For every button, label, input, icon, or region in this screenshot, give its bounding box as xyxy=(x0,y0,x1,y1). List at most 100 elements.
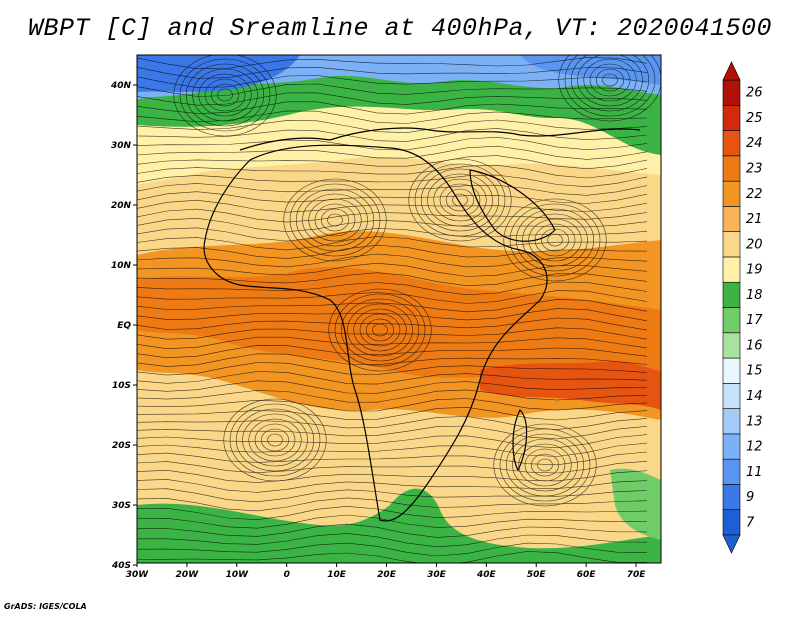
streamline xyxy=(137,244,648,259)
vortex-streamline xyxy=(248,418,302,462)
streamline xyxy=(137,290,648,304)
lat-tick-label: 20N xyxy=(111,201,132,211)
streamline xyxy=(137,469,648,483)
cold-core-northeast xyxy=(520,55,661,85)
vortex-streamline xyxy=(185,63,265,127)
vortex-streamline xyxy=(522,213,588,267)
colorbar-bottom-arrow xyxy=(722,534,741,554)
lon-tick-label: 60E xyxy=(577,570,597,580)
colorbar-segment xyxy=(722,357,741,384)
streamline xyxy=(137,523,648,538)
vortex-streamline xyxy=(589,63,631,97)
vortex-streamline xyxy=(452,193,468,207)
colorbar-level-label: 22 xyxy=(746,187,763,202)
lat-tick-label: 30N xyxy=(111,141,132,151)
lat-tick-label: 20S xyxy=(112,441,131,451)
lat-tick-label: EQ xyxy=(117,321,131,331)
map-ticks: 30W 20W 10W 0 10E 20E 30E 40E 50E 60E 70E 40N 30N 20N… xyxy=(110,81,646,580)
vortex-streamline xyxy=(433,178,487,222)
vortex-streamline xyxy=(570,55,650,112)
lon-tick-label: 50E xyxy=(527,570,547,580)
streamline xyxy=(137,299,648,313)
vortex-streamline xyxy=(229,403,321,477)
vortex-streamline xyxy=(210,83,240,107)
africa-outline xyxy=(203,144,548,522)
vortex-streamline xyxy=(347,303,413,357)
vortex-streamline xyxy=(320,208,350,232)
streamline xyxy=(137,145,648,160)
peak-core-south-east xyxy=(480,361,661,410)
vortex-streamline xyxy=(198,73,252,117)
lon-tick-label: 20W xyxy=(176,570,200,580)
vortex-streamline xyxy=(503,198,607,282)
vortex-streamline xyxy=(445,188,475,212)
vortex-streamline xyxy=(427,173,493,227)
streamline xyxy=(137,345,648,359)
streamline xyxy=(137,317,648,331)
streamline xyxy=(137,136,648,151)
vortex-streamline xyxy=(173,55,277,137)
vortex-streamline xyxy=(204,78,246,112)
streamline xyxy=(137,442,648,457)
streamline xyxy=(137,164,648,179)
colorbar-segment xyxy=(722,408,741,435)
vortex-streamline xyxy=(595,68,625,92)
streamline xyxy=(137,253,648,268)
vortex-streamline xyxy=(505,433,585,497)
streamline xyxy=(137,406,648,421)
colorbar-segment xyxy=(722,130,741,157)
vortex-streamline xyxy=(334,293,426,367)
vortex-streamline xyxy=(223,398,327,482)
vortex-streamline xyxy=(179,58,271,132)
colorbar-segment xyxy=(722,509,741,536)
vortex-streamline xyxy=(260,428,290,452)
colorbar: 7 9 11 12 13 14 15 16 17 18 19 20 21 22 23 24 25 26 xyxy=(722,61,763,554)
lon-tick-label: 10W xyxy=(226,570,250,580)
streamline xyxy=(137,398,648,412)
vortex-streamline xyxy=(372,323,388,337)
vortex-streamline xyxy=(509,203,601,277)
streamline xyxy=(137,551,648,563)
colorbar-top-arrow xyxy=(722,61,741,81)
colorbar-segment xyxy=(722,383,741,409)
vortex-streamline xyxy=(340,298,420,362)
streamline xyxy=(137,336,648,350)
grads-credit: GrADS: IGES/COLA xyxy=(4,602,87,611)
colorbar-segment xyxy=(722,256,741,283)
colorbar-segment xyxy=(722,155,741,182)
streamline xyxy=(137,416,648,430)
lon-tick-label: 0 xyxy=(284,570,290,580)
vortex-streamline xyxy=(359,313,401,347)
streamline xyxy=(137,75,648,88)
streamline xyxy=(137,505,648,521)
plot-area xyxy=(137,55,661,563)
streamline xyxy=(137,425,648,440)
colorbar-level-label: 20 xyxy=(746,237,763,252)
vortex-streamline xyxy=(192,68,258,122)
streamline xyxy=(137,217,648,233)
vortex-streamline xyxy=(328,288,432,372)
vortex-streamline xyxy=(547,233,563,247)
colorbar-segment xyxy=(722,180,741,207)
vortex-streamline xyxy=(295,188,375,252)
streamline xyxy=(137,66,648,79)
streamline xyxy=(137,191,648,204)
streamline xyxy=(137,380,648,394)
colorbar-level-label: 21 xyxy=(746,212,763,227)
streamline xyxy=(137,101,648,115)
vortex-streamline xyxy=(439,183,481,217)
streamline xyxy=(137,183,648,196)
vortex-streamline xyxy=(314,203,356,237)
vortex-streamline xyxy=(289,183,381,257)
colorbar-level-label: 12 xyxy=(746,440,763,455)
light-yellow-band-north xyxy=(137,106,661,185)
colorbar-level-label: 16 xyxy=(746,338,763,353)
vortex-streamline xyxy=(512,438,578,492)
streamlines xyxy=(137,55,661,563)
streamline xyxy=(137,488,648,503)
colorbar-level-label: 26 xyxy=(746,86,763,101)
colorbar-segment xyxy=(722,332,741,359)
lat-tick-label: 30S xyxy=(112,501,131,511)
vortex-streamline xyxy=(353,308,407,352)
vortex-streamline xyxy=(493,423,597,507)
